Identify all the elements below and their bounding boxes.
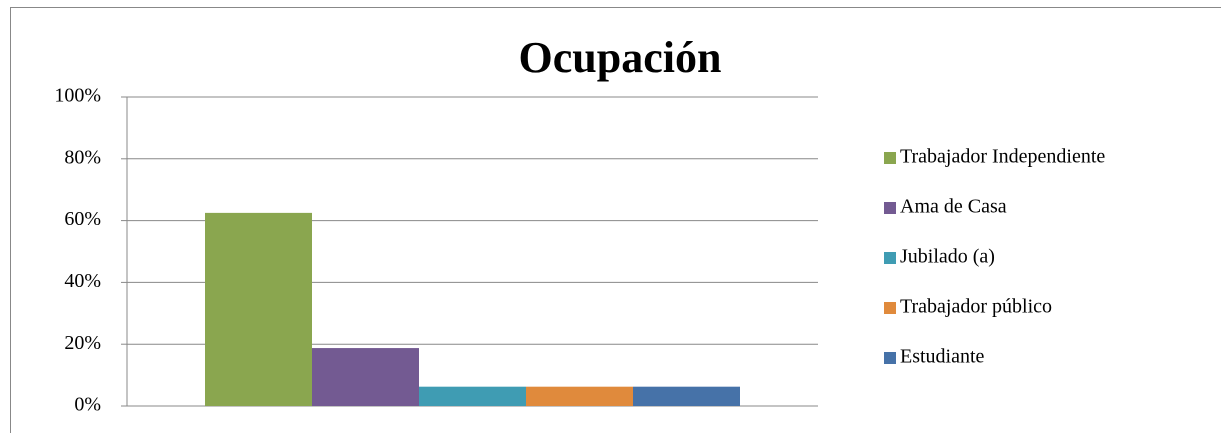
- legend-label: Jubilado (a): [900, 246, 995, 268]
- legend-label: Ama de Casa: [900, 196, 1007, 218]
- y-tick-label: 80%: [64, 146, 101, 168]
- bar: [526, 386, 633, 406]
- legend-swatch: [884, 352, 896, 364]
- bar: [312, 348, 419, 406]
- bar: [419, 386, 526, 406]
- legend-swatch: [884, 202, 896, 214]
- bar: [205, 212, 312, 406]
- legend-label: Trabajador Independiente: [900, 146, 1105, 168]
- legend-label: Estudiante: [900, 346, 985, 368]
- bar: [633, 386, 740, 406]
- y-tick-label: 100%: [54, 85, 101, 107]
- y-tick-label: 40%: [64, 270, 101, 292]
- y-tick-label: 60%: [64, 208, 101, 230]
- y-tick-label: 20%: [64, 332, 101, 354]
- y-tick-label: 0%: [74, 394, 101, 416]
- legend-label: Trabajador público: [900, 296, 1052, 318]
- chart-title: Ocupación: [519, 33, 722, 82]
- legend-swatch: [884, 252, 896, 264]
- legend-swatch: [884, 302, 896, 314]
- legend-swatch: [884, 152, 896, 164]
